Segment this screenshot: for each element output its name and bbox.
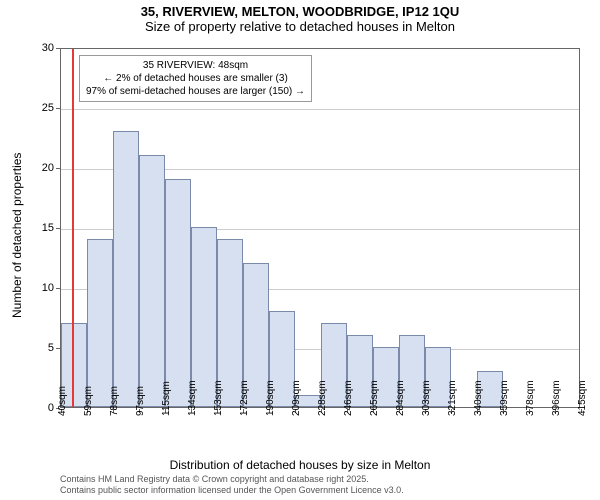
title-line-1: 35, RIVERVIEW, MELTON, WOODBRIDGE, IP12 …: [0, 4, 600, 19]
annotation-box: 35 RIVERVIEW: 48sqm← 2% of detached hous…: [79, 55, 312, 102]
y-tick-label: 15: [24, 222, 54, 234]
chart-footer: Contains HM Land Registry data © Crown c…: [60, 474, 404, 496]
histogram-bar: [113, 131, 139, 407]
y-tick-label: 20: [24, 162, 54, 174]
chart-title: 35, RIVERVIEW, MELTON, WOODBRIDGE, IP12 …: [0, 0, 600, 34]
annotation-line-1: 35 RIVERVIEW: 48sqm: [86, 59, 305, 72]
title-line-2: Size of property relative to detached ho…: [0, 19, 600, 34]
chart-plot-area: 35 RIVERVIEW: 48sqm← 2% of detached hous…: [60, 48, 580, 408]
annotation-line-2: ← 2% of detached houses are smaller (3): [86, 72, 305, 85]
y-axis-label: Number of detached properties: [10, 153, 24, 318]
y-tick-label: 30: [24, 42, 54, 54]
footer-line-1: Contains HM Land Registry data © Crown c…: [60, 474, 404, 485]
histogram-bar: [139, 155, 165, 407]
histogram-bar: [165, 179, 191, 407]
x-axis-label: Distribution of detached houses by size …: [0, 458, 600, 472]
histogram-bar: [87, 239, 113, 407]
y-tick-label: 5: [24, 342, 54, 354]
footer-line-2: Contains public sector information licen…: [60, 485, 404, 496]
property-marker-line: [72, 49, 74, 407]
y-tick-label: 25: [24, 102, 54, 114]
y-tick-label: 0: [24, 402, 54, 414]
annotation-line-3: 97% of semi-detached houses are larger (…: [86, 85, 305, 98]
y-tick-label: 10: [24, 282, 54, 294]
plot-region: 35 RIVERVIEW: 48sqm← 2% of detached hous…: [61, 49, 579, 407]
